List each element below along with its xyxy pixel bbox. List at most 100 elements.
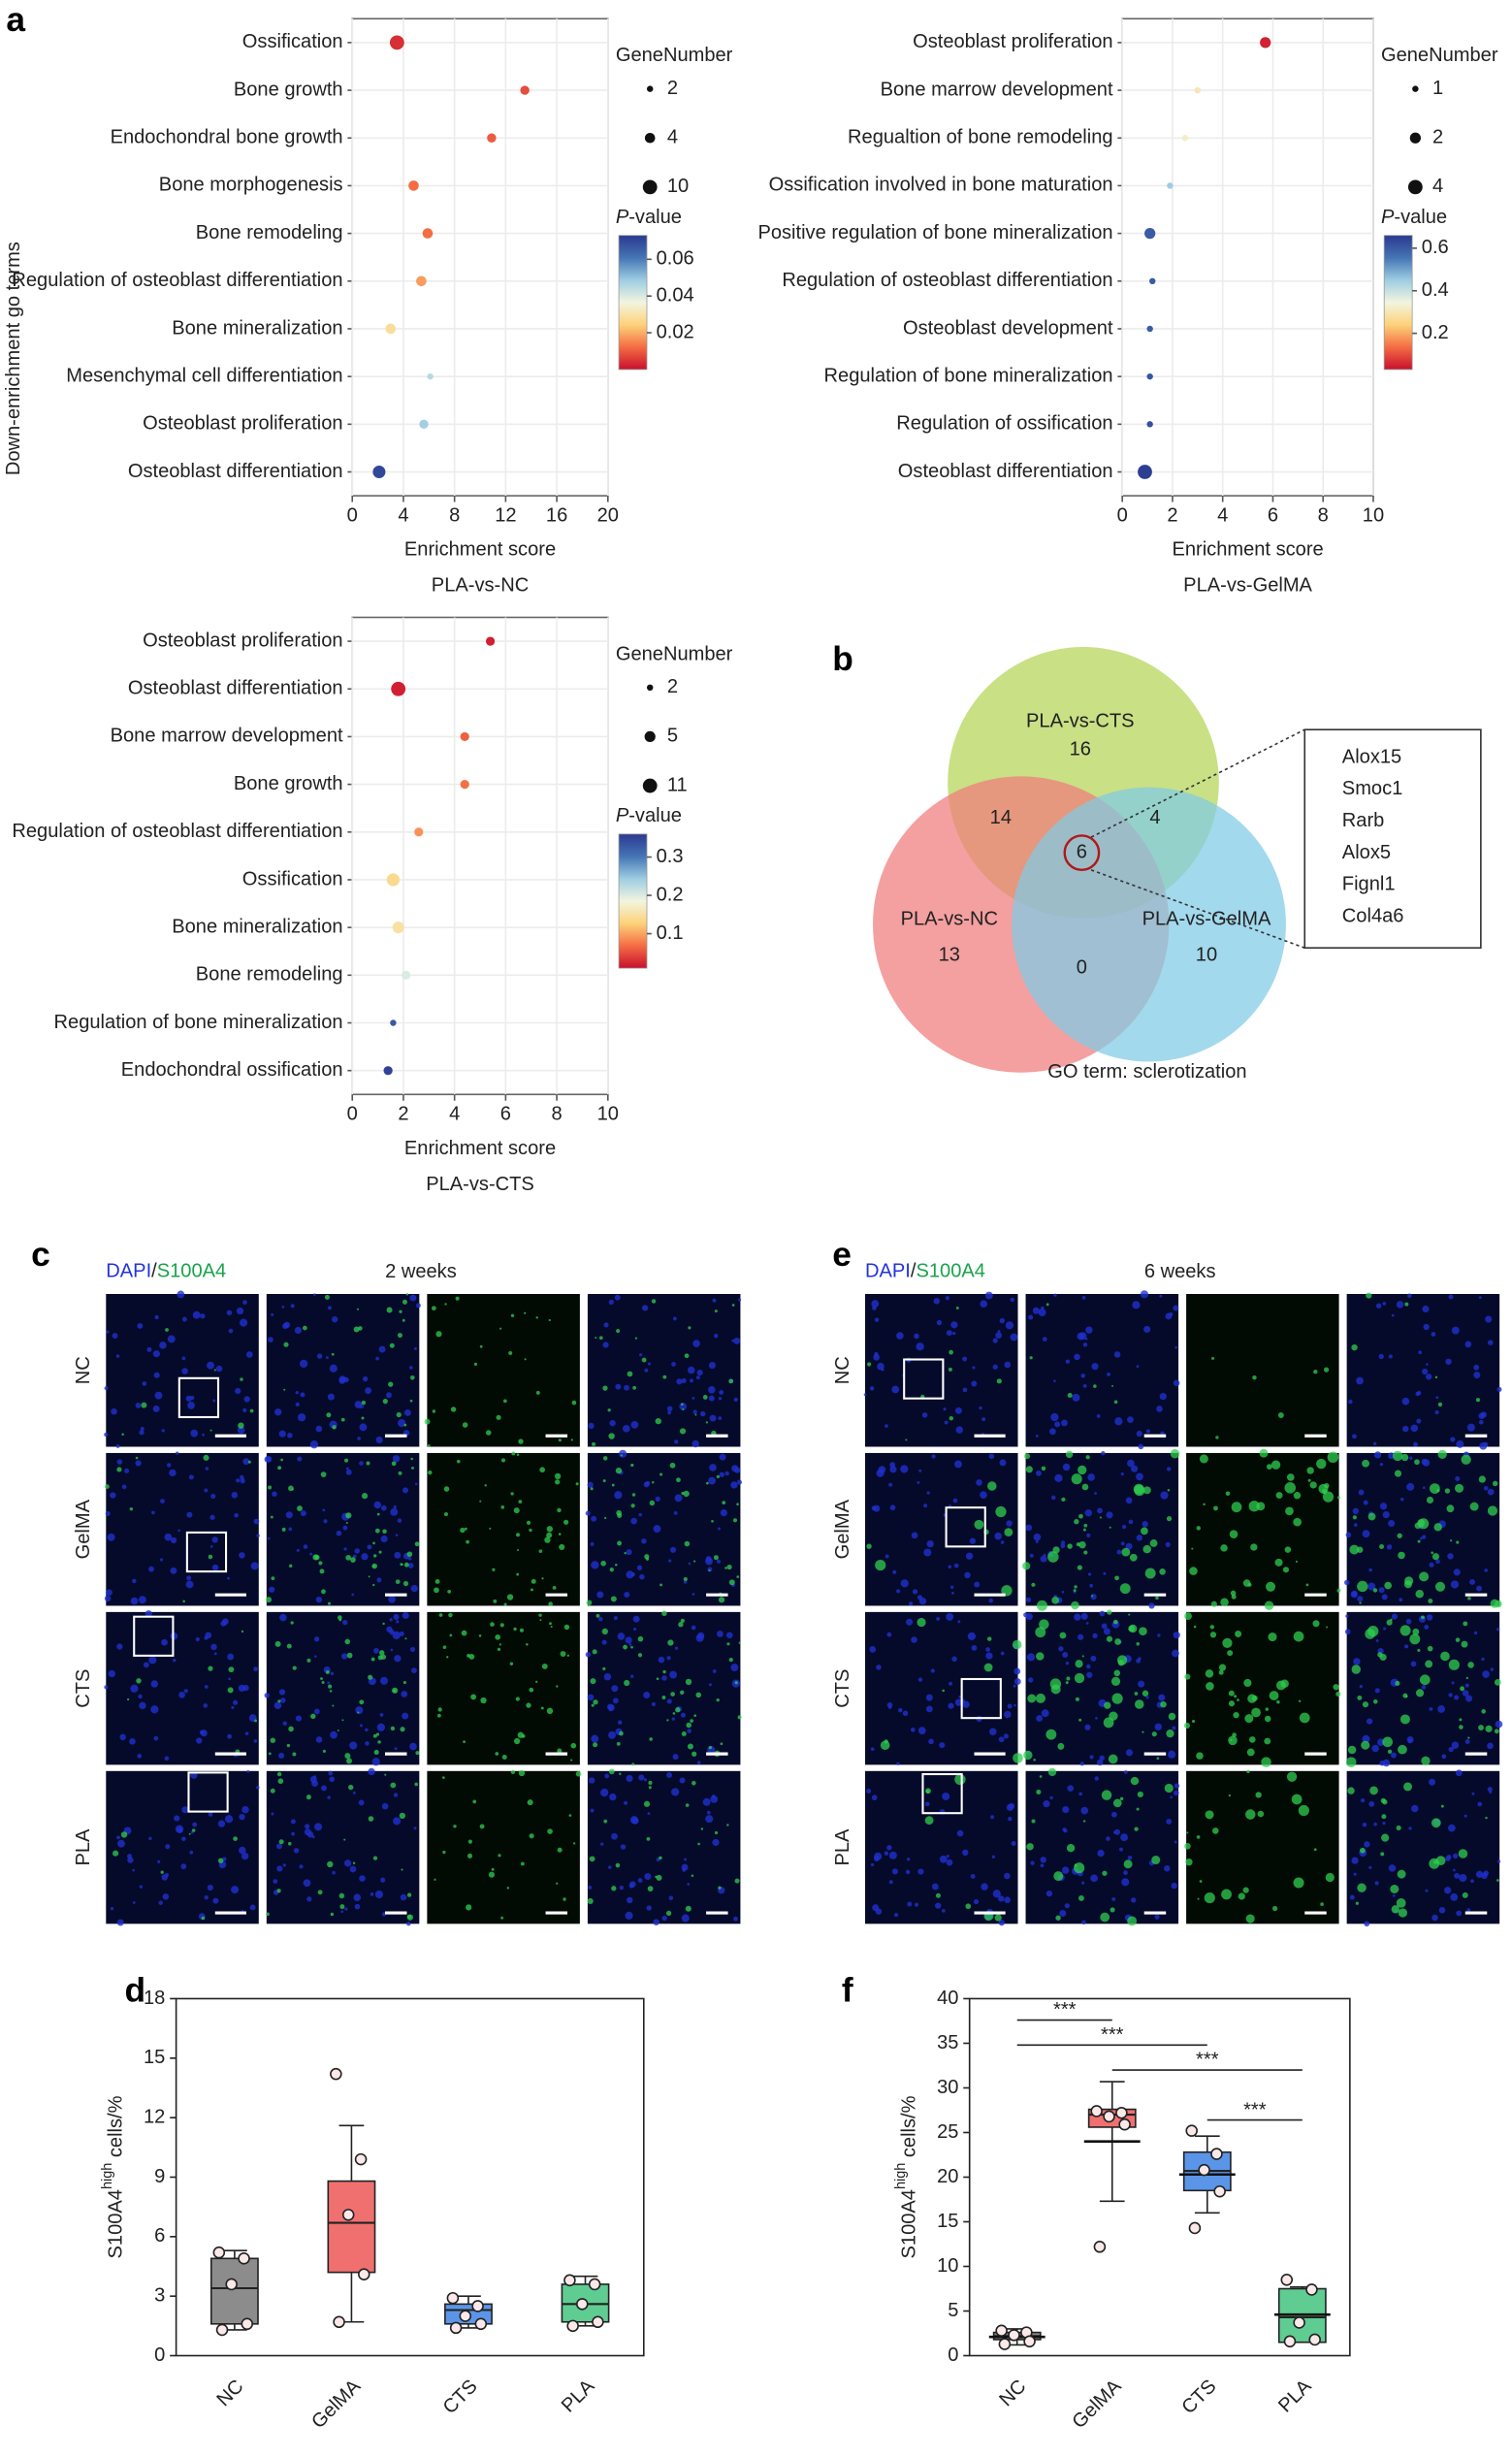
- nucleus: [181, 1316, 187, 1322]
- nucleus: [297, 1456, 303, 1462]
- signal: [443, 1511, 449, 1517]
- nucleus: [733, 1338, 741, 1344]
- signal: [129, 1506, 134, 1511]
- data-point: [1093, 2240, 1107, 2253]
- nucleus: [327, 1306, 332, 1310]
- signal: [1428, 1598, 1433, 1603]
- nucleus: [612, 1697, 619, 1704]
- nucleus: [394, 1551, 402, 1559]
- nucleus: [402, 1611, 409, 1620]
- nucleus: [1448, 1746, 1454, 1753]
- nucleus: [608, 1865, 612, 1869]
- micrograph-tile: [585, 1610, 742, 1766]
- nucleus: [296, 1548, 300, 1552]
- nucleus: [1174, 1790, 1179, 1796]
- tile-bg: [266, 1294, 420, 1447]
- signal: [502, 1399, 507, 1404]
- signal: [1382, 1799, 1388, 1805]
- y-tick-label: 3: [154, 2284, 165, 2306]
- signal: [1036, 1600, 1047, 1611]
- nucleus: [1373, 1822, 1377, 1827]
- nucleus: [354, 1548, 361, 1554]
- row-label: CTS: [832, 1669, 853, 1708]
- nucleus: [869, 1386, 875, 1391]
- signal: [688, 1326, 692, 1330]
- nucleus: [1391, 1613, 1398, 1620]
- tile-bg: [1025, 1294, 1179, 1447]
- signal: [399, 1309, 402, 1313]
- nucleus: [671, 1788, 680, 1796]
- nucleus: [629, 1881, 636, 1888]
- nucleus: [666, 1656, 671, 1661]
- nucleus: [1174, 1783, 1180, 1789]
- signal: [1142, 1486, 1151, 1495]
- nucleus: [210, 1643, 217, 1651]
- signal: [519, 1628, 524, 1633]
- y-tick-label: 35: [937, 2032, 958, 2053]
- signal: [619, 1772, 622, 1775]
- signal: [470, 1694, 477, 1700]
- signal: [655, 1417, 661, 1425]
- nucleus: [228, 1328, 234, 1334]
- signal: [208, 1554, 213, 1560]
- signal: [661, 1610, 667, 1617]
- colorbar-tick-label: 0.2: [1422, 322, 1449, 343]
- nucleus: [1438, 1907, 1446, 1914]
- signal: [1355, 1901, 1359, 1905]
- signal: [546, 1526, 553, 1533]
- nucleus: [1174, 1345, 1178, 1349]
- signal: [1144, 1568, 1156, 1579]
- nucleus: [1054, 1421, 1061, 1428]
- nucleus: [1053, 1379, 1056, 1382]
- signal: [1245, 1809, 1256, 1820]
- signal: [1352, 1515, 1357, 1520]
- signal: [448, 1612, 453, 1618]
- size-legend-title: GeneNumber: [616, 45, 733, 66]
- signal: [1461, 1640, 1468, 1648]
- signal: [1285, 1506, 1294, 1516]
- nucleus: [653, 1919, 659, 1925]
- signal: [503, 1602, 507, 1606]
- nucleus: [1426, 1363, 1429, 1366]
- nucleus: [1462, 1690, 1469, 1697]
- signal: [1431, 1551, 1434, 1555]
- nucleus: [645, 1480, 651, 1486]
- nucleus: [1004, 1361, 1012, 1369]
- nucleus: [294, 1326, 303, 1335]
- nucleus: [273, 1879, 278, 1884]
- signal: [866, 1543, 872, 1549]
- signal: [1382, 1736, 1393, 1748]
- colorbar-tick-label: 0.2: [657, 884, 684, 905]
- nucleus: [295, 1390, 299, 1395]
- signal: [1494, 1729, 1499, 1734]
- size-legend-dot: [646, 684, 654, 692]
- nucleus: [1453, 1568, 1461, 1576]
- gene-name: Smoc1: [1342, 778, 1402, 799]
- nucleus: [952, 1332, 956, 1336]
- nucleus: [177, 1529, 180, 1533]
- tile-bg: [427, 1770, 580, 1924]
- signal: [345, 1555, 351, 1561]
- nucleus: [116, 1919, 124, 1926]
- nucleus: [209, 1545, 213, 1548]
- nucleus: [885, 1554, 889, 1559]
- signal: [1397, 1533, 1402, 1538]
- signal: [268, 1752, 272, 1756]
- nucleus: [874, 1317, 880, 1322]
- plot-area: [351, 616, 609, 1096]
- nucleus: [1170, 1795, 1174, 1799]
- signal: [1071, 1600, 1079, 1610]
- signal: [341, 1719, 344, 1722]
- signal: [1055, 1915, 1061, 1921]
- size-legend-dot: [644, 730, 656, 743]
- nucleus: [1374, 1688, 1380, 1694]
- nucleus: [1429, 1778, 1436, 1786]
- micrograph-tile: [427, 1451, 580, 1606]
- nucleus: [1101, 1623, 1108, 1630]
- signal: [1336, 1588, 1341, 1593]
- signal: [1100, 1912, 1110, 1923]
- signal: [697, 1842, 700, 1846]
- signal: [552, 1585, 557, 1590]
- signal: [1369, 1786, 1378, 1795]
- nucleus: [716, 1559, 722, 1564]
